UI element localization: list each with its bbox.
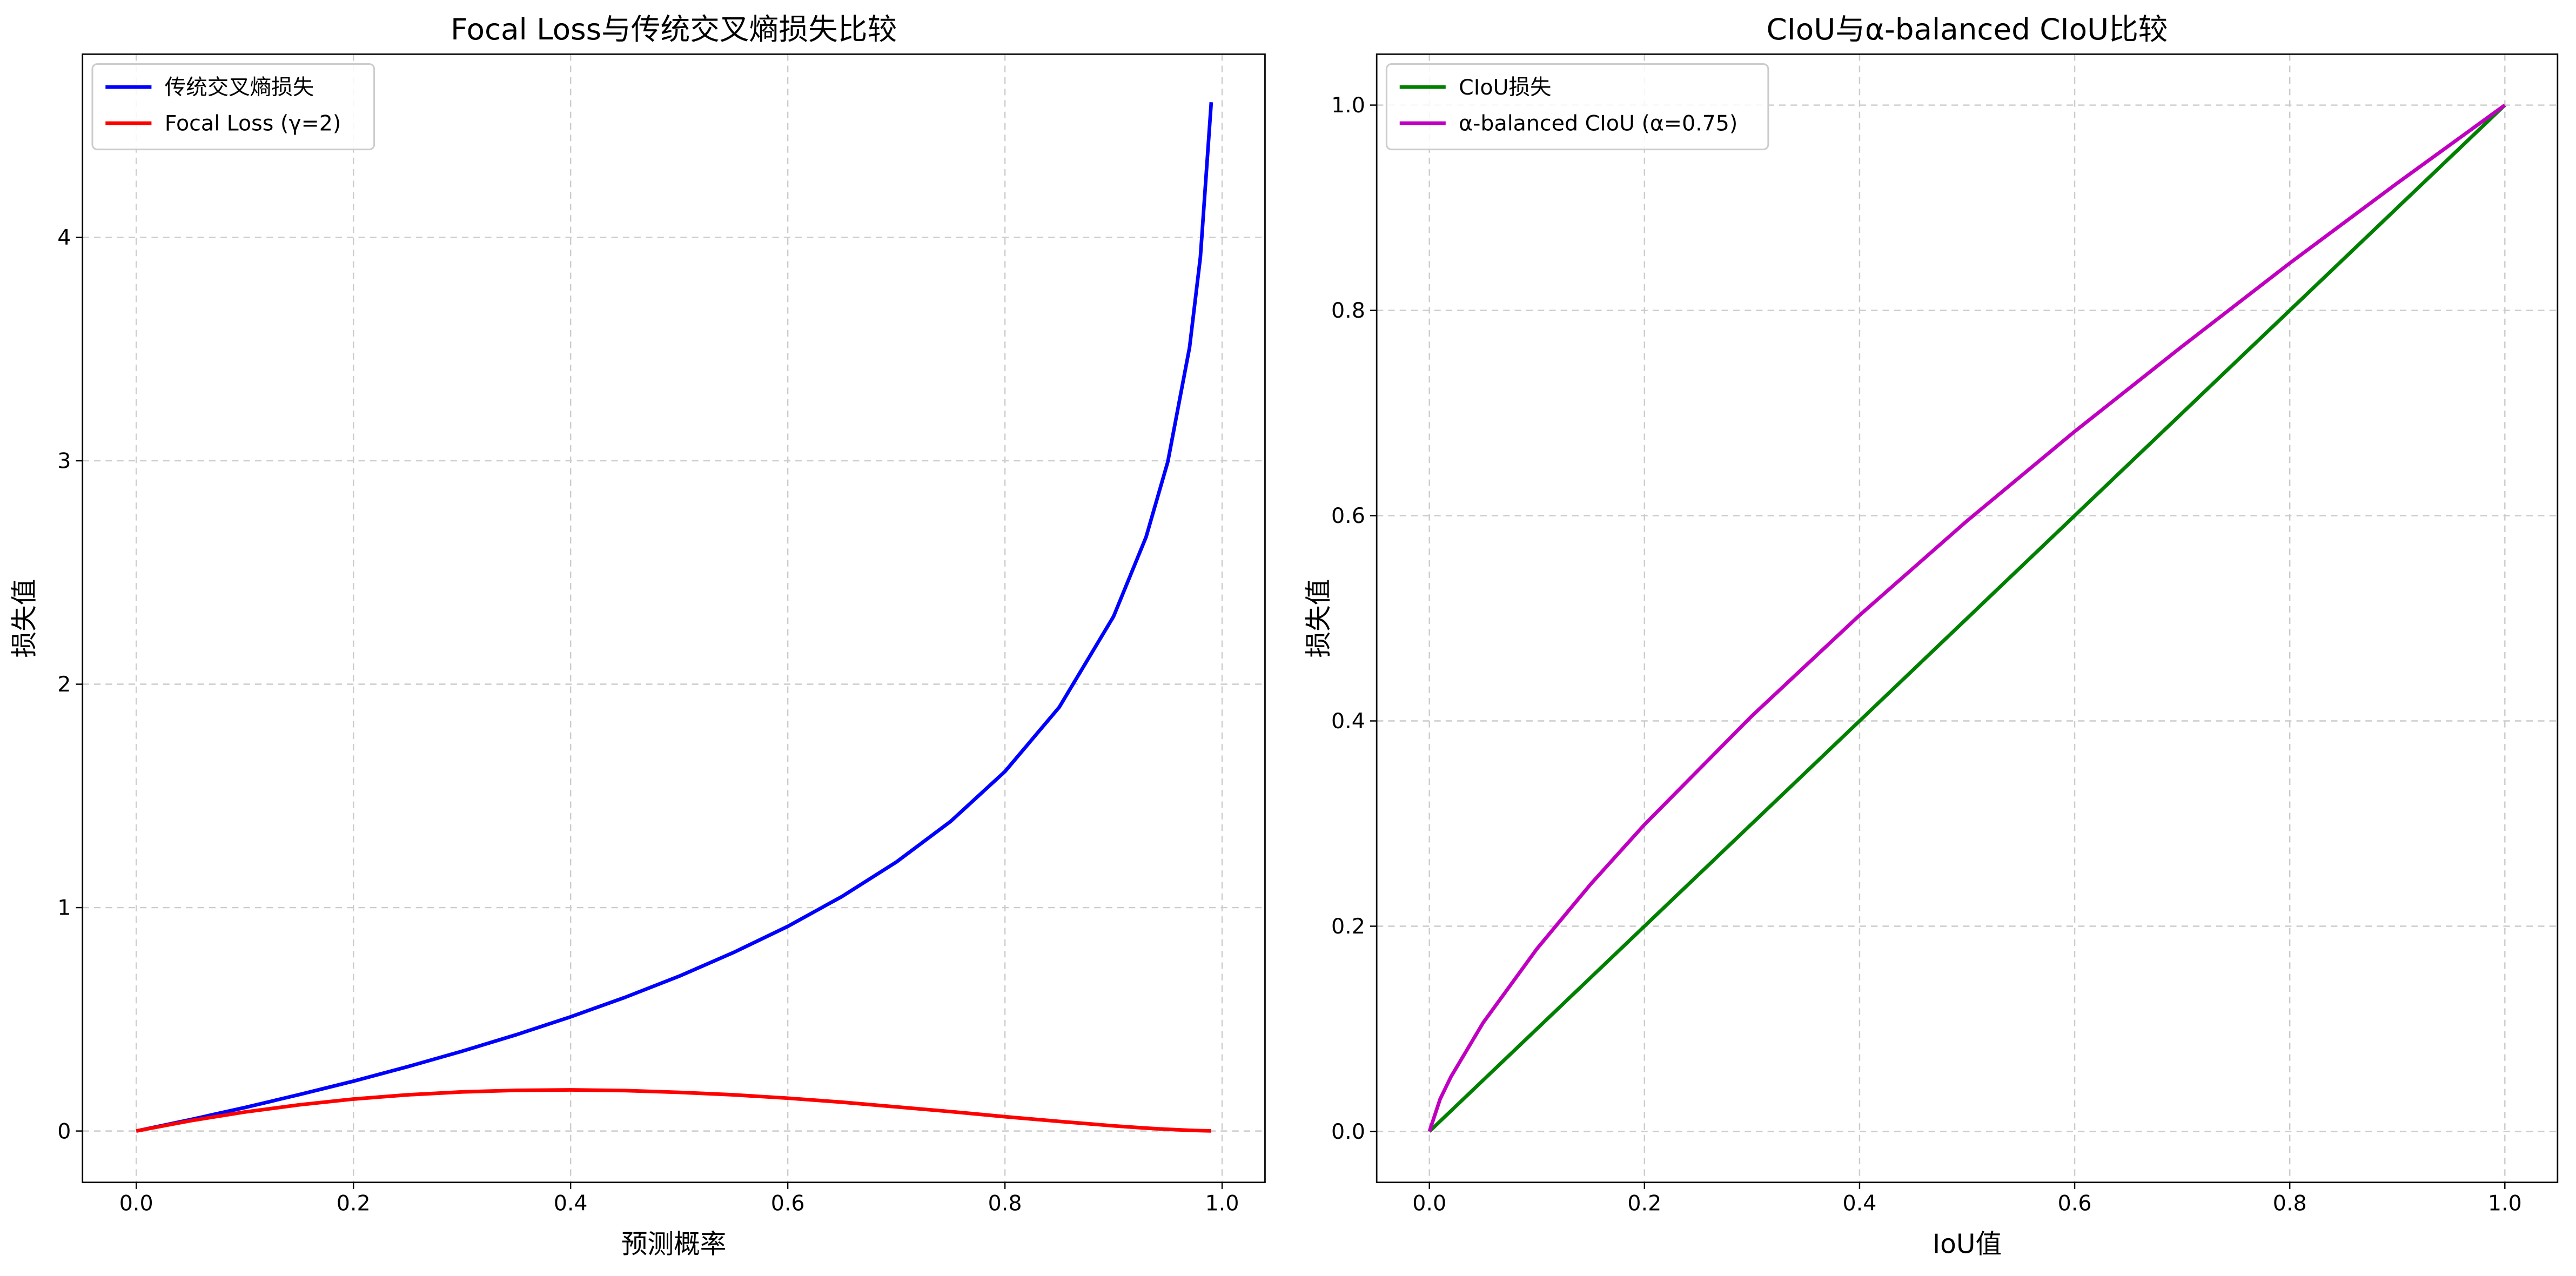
line-series bbox=[136, 102, 1213, 1133]
y-tick-label: 1 bbox=[57, 896, 71, 921]
x-tick-label: 1.0 bbox=[2488, 1191, 2522, 1215]
chart-title: CIoU与α-balanced CIoU比较 bbox=[1766, 12, 2168, 46]
legend-box bbox=[91, 63, 375, 151]
x-tick-label: 0.8 bbox=[988, 1191, 1022, 1215]
y-axis-label: 损失值 bbox=[1304, 579, 1334, 658]
legend-box bbox=[1385, 63, 1769, 151]
legend-label: 传统交叉熵损失 bbox=[165, 75, 314, 100]
legend-label: Focal Loss (γ=2) bbox=[165, 111, 341, 136]
x-tick-label: 0.4 bbox=[554, 1191, 588, 1215]
y-tick-label: 4 bbox=[57, 225, 71, 250]
line-series bbox=[1427, 103, 2506, 1132]
y-tick-label: 0.8 bbox=[1331, 298, 1365, 323]
x-tick-label: 0.4 bbox=[1843, 1191, 1877, 1215]
panel: 0.0 0.2 0.4 0.6 0.8 1.0 0.0 0.2 0.4 0.6 0.8 1.0 CIoU… bbox=[1304, 12, 2559, 1259]
chart-title: Focal Loss与传统交叉熵损失比较 bbox=[451, 12, 897, 46]
x-tick-label: 0.0 bbox=[1412, 1191, 1446, 1215]
y-tick-label: 2 bbox=[57, 672, 71, 697]
x-tick-label: 0.6 bbox=[2058, 1191, 2092, 1215]
y-tick-label: 3 bbox=[57, 449, 71, 474]
y-tick-label: 0.4 bbox=[1331, 709, 1365, 734]
x-axis-label: IoU值 bbox=[1933, 1229, 2002, 1259]
x-tick-label: 1.0 bbox=[1205, 1191, 1239, 1215]
y-tick-label: 0.2 bbox=[1331, 914, 1365, 939]
y-axis-label: 损失值 bbox=[10, 579, 40, 658]
x-tick-label: 0.8 bbox=[2273, 1191, 2307, 1215]
x-tick-label: 0.6 bbox=[771, 1191, 805, 1215]
x-tick-label: 0.2 bbox=[1627, 1191, 1661, 1215]
y-tick-label: 1.0 bbox=[1331, 93, 1365, 118]
y-tick-label: 0 bbox=[57, 1119, 71, 1144]
axes-frame bbox=[82, 53, 1266, 1184]
axes-frame bbox=[1376, 53, 2559, 1184]
line-series bbox=[1428, 104, 2506, 1133]
line-series bbox=[136, 1088, 1212, 1133]
x-tick-label: 0.2 bbox=[337, 1191, 371, 1215]
panel: 0.0 0.2 0.4 0.6 0.8 1.0 0 1 2 3 4 Focal Loss与传统交叉熵损… bbox=[10, 12, 1266, 1259]
legend-label: α-balanced CIoU (α=0.75) bbox=[1459, 111, 1738, 136]
legend-label: CIoU损失 bbox=[1459, 75, 1551, 100]
y-tick-label: 0.6 bbox=[1331, 503, 1365, 528]
y-tick-label: 0.0 bbox=[1331, 1119, 1365, 1144]
x-axis-label: 预测概率 bbox=[621, 1229, 727, 1259]
x-tick-label: 0.0 bbox=[119, 1191, 153, 1215]
